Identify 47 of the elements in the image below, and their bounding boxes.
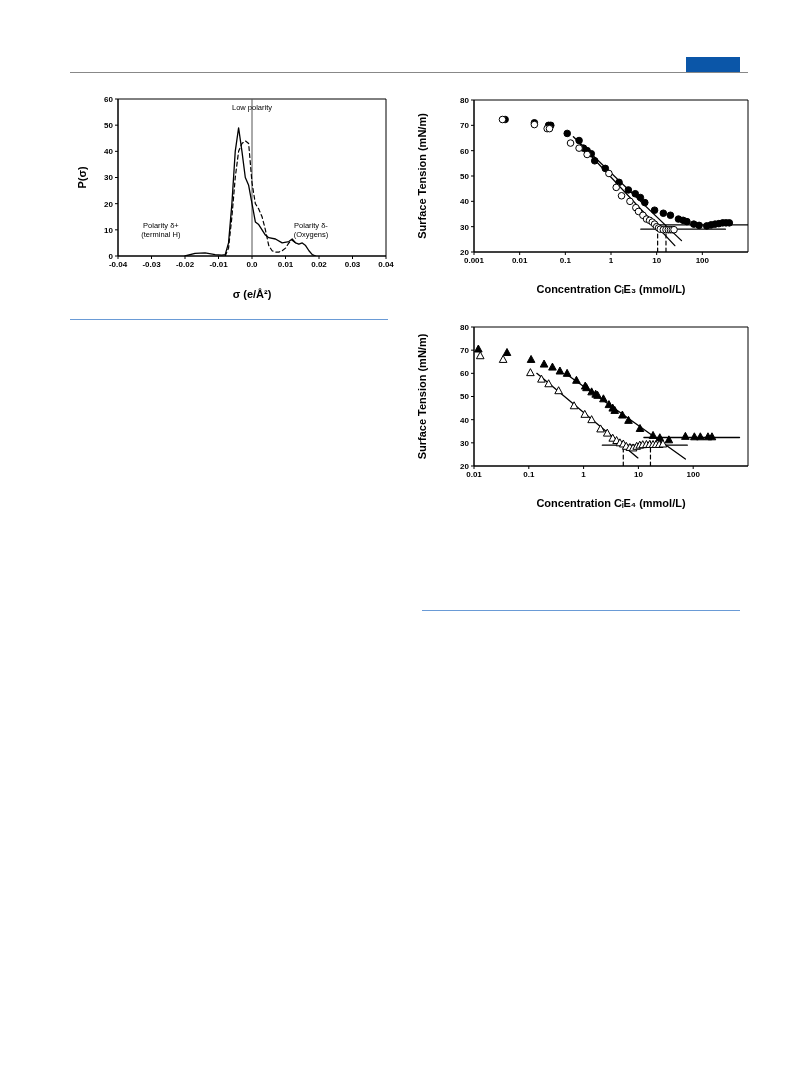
x-tick-label: 0.02 [311, 259, 328, 269]
x-tick-label: 0.0 [246, 259, 259, 269]
x-tick-label: 1 [608, 255, 614, 265]
y-tick-label: 20 [104, 199, 114, 209]
y-tick-label: 30 [104, 173, 114, 183]
y-axis-title: P(σ) [75, 166, 88, 189]
y-tick-label: 50 [104, 121, 114, 131]
x-tick-label: 0.03 [344, 259, 361, 269]
y-tick-label: 80 [460, 322, 470, 332]
y-tick-label: 40 [460, 415, 470, 425]
x-tick-label: 0.001 [463, 255, 485, 265]
y-tick-label: 60 [460, 369, 470, 379]
y-tick-label: 50 [460, 392, 470, 402]
x-tick-label: -0.04 [108, 259, 128, 269]
y-tick-label: 10 [104, 225, 114, 235]
y-tick-label: 50 [460, 171, 470, 181]
x-axis-title: σ (e/Å²) [232, 288, 272, 300]
y-tick-label: 70 [460, 346, 470, 356]
x-tick-label: 0.01 [466, 469, 483, 479]
y-tick-label: 80 [460, 95, 470, 105]
y-axis-title: Surface Tension (mN/m) [415, 112, 428, 239]
y-tick-label: 70 [460, 121, 470, 131]
x-tick-label: 0.1 [523, 469, 535, 479]
x-tick-label: 100 [695, 255, 710, 265]
x-tick-label: -0.01 [209, 259, 229, 269]
y-tick-label: 40 [460, 197, 470, 207]
x-tick-label: -0.02 [175, 259, 195, 269]
y-tick-label: 60 [104, 94, 114, 104]
y-tick-label: 60 [460, 146, 470, 156]
x-tick-label: 0.04 [378, 259, 395, 269]
y-tick-label: 20 [460, 461, 470, 471]
y-tick-label: 30 [460, 222, 470, 232]
y-tick-label: 20 [460, 247, 470, 257]
y-tick-label: 30 [460, 438, 470, 448]
y-axis-title: Surface Tension (mN/m) [415, 333, 428, 460]
x-tick-label: 100 [686, 469, 701, 479]
x-axis-title: Concentration CᵢE₃ (mmol/L) [536, 283, 686, 295]
y-tick-label: 0 [108, 251, 114, 261]
x-tick-label: -0.03 [142, 259, 162, 269]
x-axis-title: Concentration CᵢE₄ (mmol/L) [536, 497, 686, 509]
y-tick-label: 40 [104, 147, 114, 157]
x-tick-label: 0.1 [559, 255, 572, 265]
x-tick-label: 10 [652, 255, 662, 265]
x-tick-label: 0.01 [511, 255, 528, 265]
x-tick-label: 10 [633, 469, 644, 479]
x-tick-label: 0.01 [277, 259, 294, 269]
x-tick-label: 1 [581, 469, 587, 479]
